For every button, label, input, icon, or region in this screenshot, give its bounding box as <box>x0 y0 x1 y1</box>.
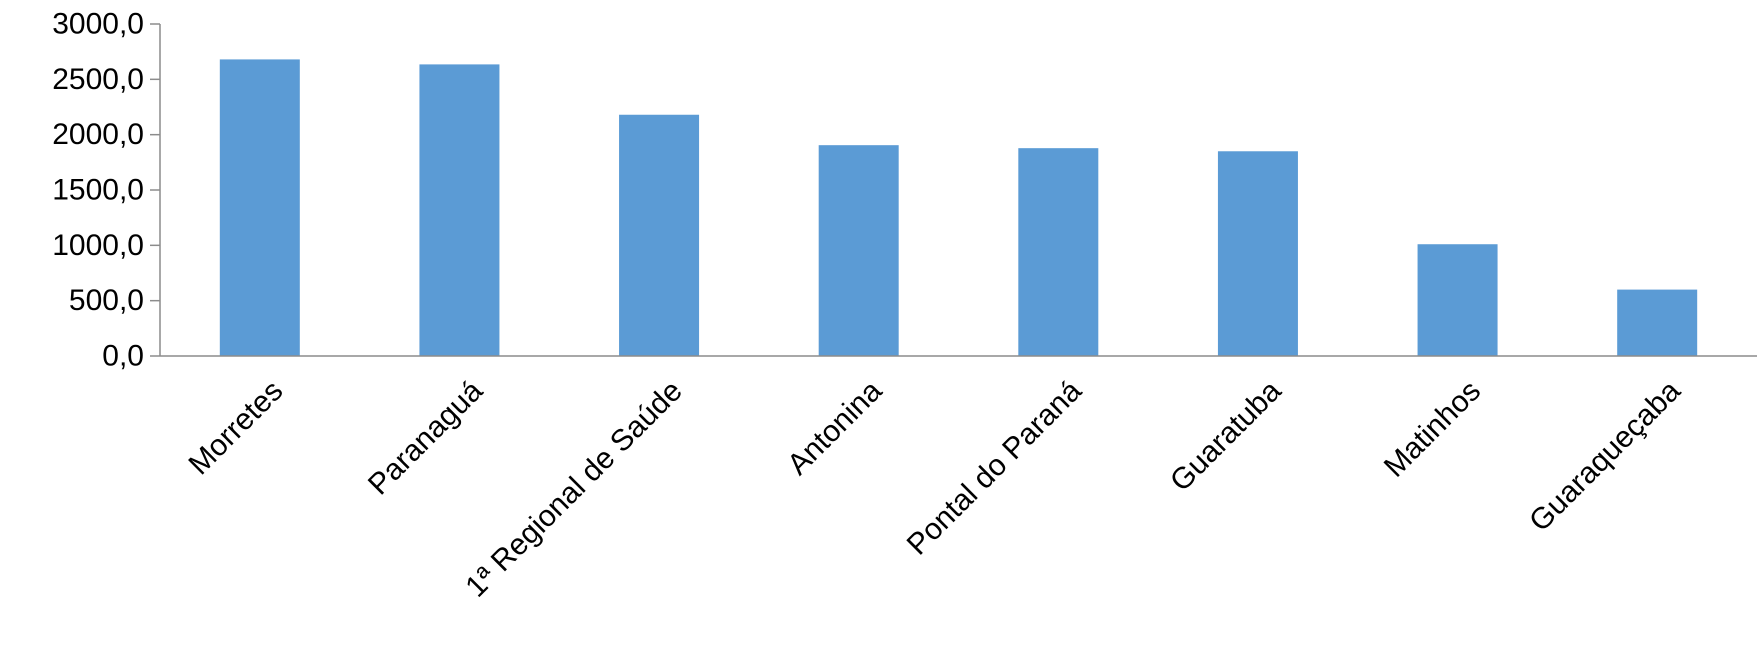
x-tick-label: Morretes <box>182 374 289 481</box>
y-tick-label: 1000,0 <box>52 229 144 262</box>
x-tick-label: Guaratuba <box>1164 374 1288 498</box>
y-tick-label: 1500,0 <box>52 174 144 207</box>
x-tick-label: Paranaguá <box>362 374 489 501</box>
bar-4 <box>1018 148 1099 356</box>
bars <box>219 59 1698 357</box>
bar-1 <box>419 64 500 356</box>
x-tick-label: Matinhos <box>1378 374 1487 483</box>
x-tick-label: Antonina <box>781 374 888 481</box>
bar-5 <box>1217 151 1298 356</box>
x-tick-label: Guaraqueçaba <box>1523 374 1687 538</box>
x-tick-label: 1ª Regional de Saúde <box>459 374 688 603</box>
y-tick-label: 500,0 <box>69 284 144 317</box>
bar-3 <box>818 145 899 356</box>
y-tick-label: 2000,0 <box>52 118 144 151</box>
y-tick-label: 0,0 <box>102 340 144 373</box>
bar-0 <box>219 59 300 357</box>
bar-2 <box>619 114 700 356</box>
y-tick-label: 2500,0 <box>52 63 144 96</box>
y-axis-ticks: 0,0 500,0 1000,0 1500,0 2000,0 2500,0 3000,0 <box>52 8 160 373</box>
x-tick-label: Pontal do Paraná <box>901 374 1088 561</box>
bar-6 <box>1417 244 1498 356</box>
bar-7 <box>1617 289 1698 356</box>
y-tick-label: 3000,0 <box>52 8 144 41</box>
